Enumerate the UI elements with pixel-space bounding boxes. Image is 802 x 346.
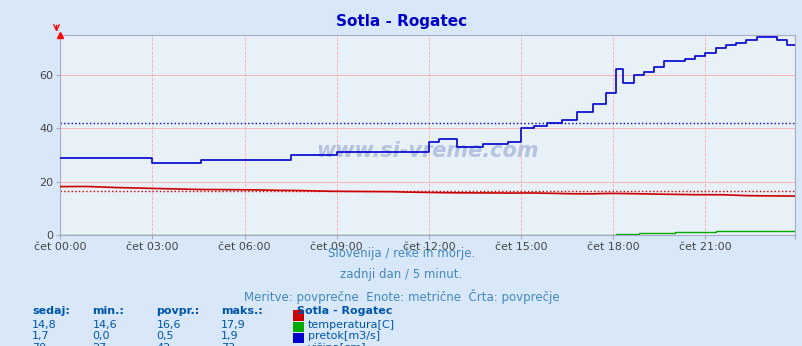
- Text: Sotla - Rogatec: Sotla - Rogatec: [297, 306, 392, 316]
- Text: 1,7: 1,7: [32, 331, 50, 342]
- Text: temperatura[C]: temperatura[C]: [307, 320, 394, 330]
- Text: 14,8: 14,8: [32, 320, 57, 330]
- Text: pretok[m3/s]: pretok[m3/s]: [307, 331, 379, 342]
- Text: povpr.:: povpr.:: [156, 306, 200, 316]
- Text: 73: 73: [221, 343, 235, 346]
- Text: 27: 27: [92, 343, 107, 346]
- Text: Meritve: povprečne  Enote: metrične  Črta: povprečje: Meritve: povprečne Enote: metrične Črta:…: [243, 289, 559, 304]
- Text: Slovenija / reke in morje.: Slovenija / reke in morje.: [327, 247, 475, 261]
- Text: sedaj:: sedaj:: [32, 306, 70, 316]
- Text: 0,5: 0,5: [156, 331, 174, 342]
- Text: 14,6: 14,6: [92, 320, 117, 330]
- Text: Sotla - Rogatec: Sotla - Rogatec: [335, 14, 467, 29]
- Text: 70: 70: [32, 343, 47, 346]
- Text: 42: 42: [156, 343, 171, 346]
- Text: min.:: min.:: [92, 306, 124, 316]
- Text: www.si-vreme.com: www.si-vreme.com: [316, 141, 538, 161]
- Text: maks.:: maks.:: [221, 306, 262, 316]
- Text: zadnji dan / 5 minut.: zadnji dan / 5 minut.: [340, 268, 462, 281]
- Text: 0,0: 0,0: [92, 331, 110, 342]
- Text: 1,9: 1,9: [221, 331, 238, 342]
- Text: 16,6: 16,6: [156, 320, 181, 330]
- Text: 17,9: 17,9: [221, 320, 245, 330]
- Text: višina[cm]: višina[cm]: [307, 343, 366, 346]
